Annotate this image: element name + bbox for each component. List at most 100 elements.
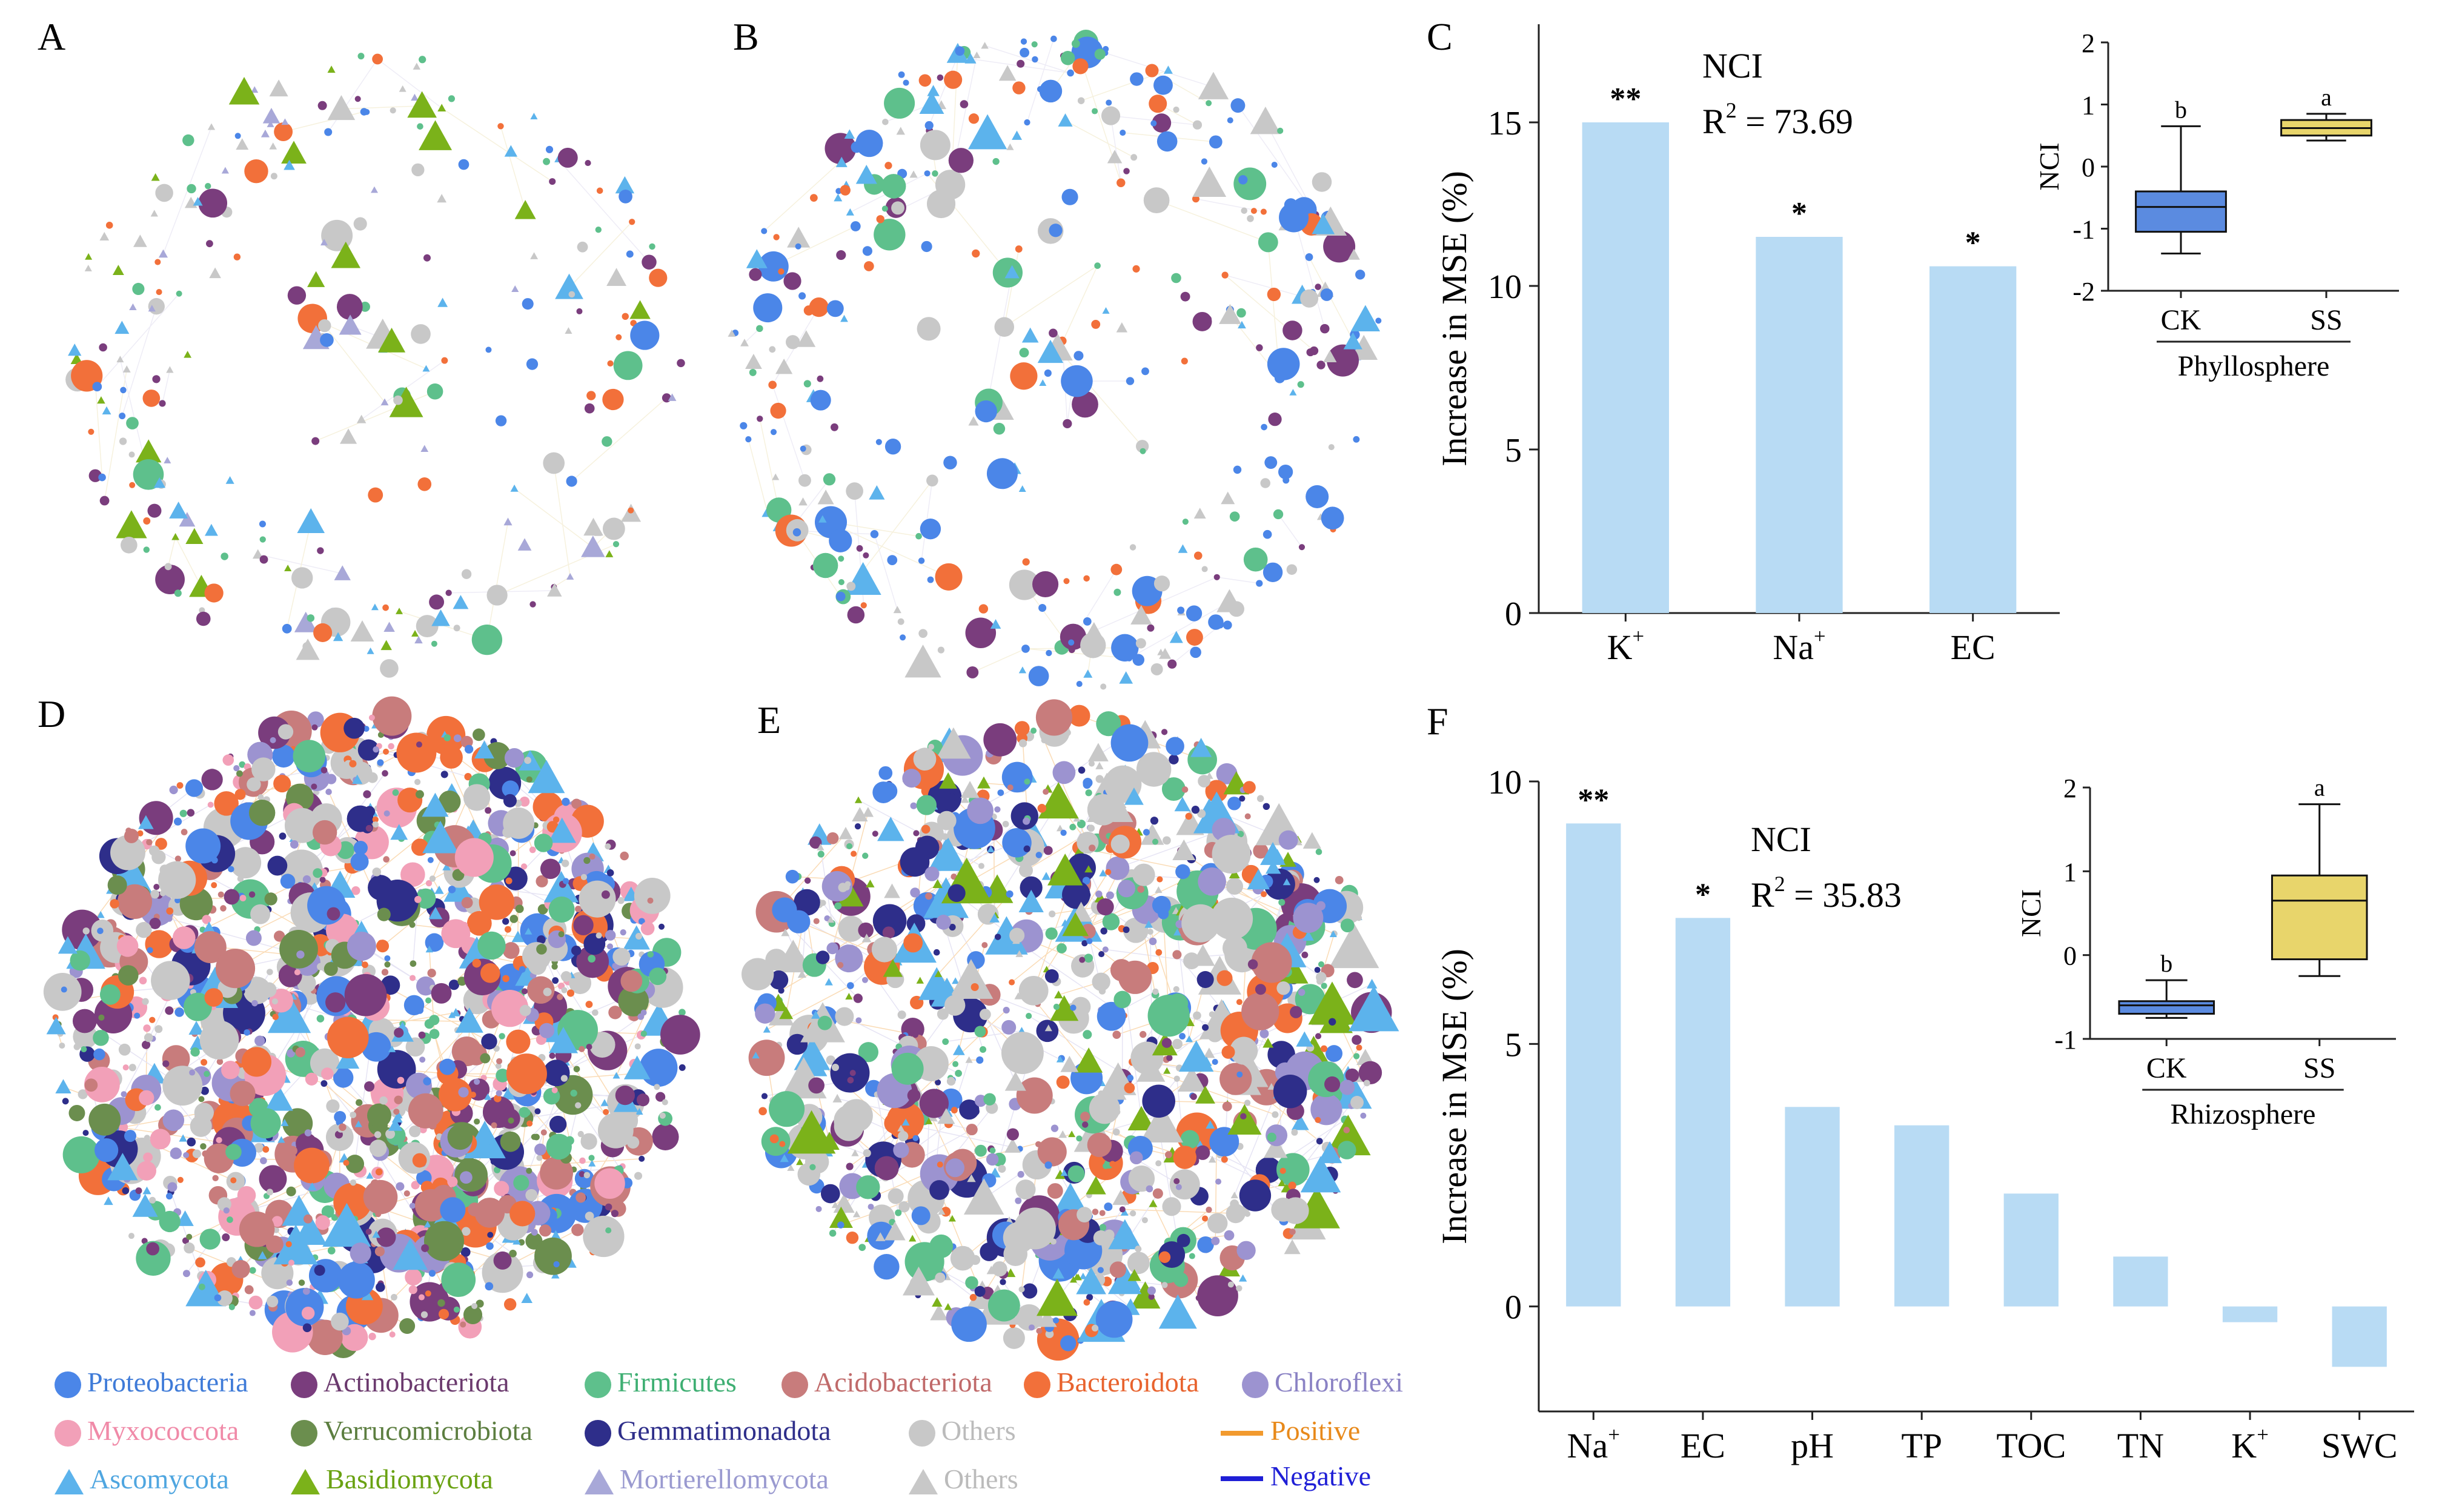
network-node-bacterial [480,963,500,983]
network-node-bacterial [910,887,920,898]
network-node-fungal [852,1210,861,1218]
network-node-fungal [838,826,853,840]
legend-label: Actinobacteriota [323,1367,509,1398]
network-node-bacterial [282,623,292,634]
network-node-bacterial [1092,108,1098,114]
network-node-bacterial [659,1112,666,1119]
network-node-fungal [422,820,459,854]
network-node-fungal [1062,912,1089,937]
panel-label-e: E [757,698,781,741]
network-node-fungal [1056,1055,1064,1063]
network-node-bacterial [142,390,161,407]
network-node-bacterial [1097,898,1114,916]
network-edge [121,306,158,416]
legend-circle-icon [781,1371,808,1399]
network-node-fungal [977,776,990,789]
inset-y-tick-label: 2 [2063,774,2077,803]
network-node-bacterial [372,696,412,736]
network-node-bacterial [271,998,278,1005]
network-node-bacterial [415,888,436,909]
network-node-bacterial [679,1009,686,1016]
network-node-bacterial [149,1016,156,1023]
network-node-bacterial [1037,1137,1067,1167]
network-node-fungal [965,1056,973,1063]
network-node-bacterial [284,807,320,843]
network-node-fungal [350,620,374,642]
network-node-fungal [85,253,93,260]
network-node-bacterial [1356,1044,1362,1051]
network-node-bacterial [579,1157,586,1164]
network-node-bacterial [562,797,570,806]
network-node-bacterial [601,890,610,899]
network-node-bacterial [755,1003,775,1024]
network-node-bacterial [1181,904,1220,943]
network-node-bacterial [605,1048,612,1055]
network-node-bacterial [916,795,937,815]
network-node-bacterial [251,757,276,781]
legend-positive: Positive [1221,1414,1360,1447]
network-node-fungal [1140,1103,1183,1142]
network-node-bacterial [1152,838,1159,845]
network-node-bacterial [204,988,224,1007]
network-node-bacterial [911,1206,931,1225]
network-edge [486,522,509,640]
network-node-fungal [835,156,848,167]
network-node-bacterial [979,1009,991,1020]
network-node-bacterial [327,1016,369,1059]
network-node-bacterial [1260,208,1267,215]
network-node-bacterial [1323,230,1356,263]
network-node-bacterial [1181,786,1189,793]
network-node-fungal [510,484,519,492]
network-node-bacterial [1356,915,1362,921]
network-node-fungal [635,1107,643,1115]
network-node-bacterial [742,958,774,990]
network-node-fungal [1127,1268,1141,1281]
network-node-fungal [1206,772,1213,779]
network-node-bacterial [237,1185,256,1205]
network-node-bacterial [453,1306,460,1313]
network-node-bacterial [1024,778,1030,785]
network-node-bacterial [372,53,383,65]
network-node-bacterial [936,915,951,930]
network-node-bacterial [513,1175,529,1191]
network-node-bacterial [1020,38,1027,45]
network-node-bacterial [216,1290,233,1307]
network-node-bacterial [820,1184,840,1204]
network-node-bacterial [164,563,172,571]
network-node-bacterial [1335,876,1344,884]
y-tick-label: 0 [1505,1289,1522,1327]
network-node-fungal [1039,379,1047,386]
network-node-fungal [484,1093,492,1100]
network-node-bacterial [128,1064,136,1072]
network-node-bacterial [875,439,882,445]
network-node-fungal [407,91,437,118]
network-node-bacterial [373,746,379,753]
network-node-bacterial [1015,245,1023,253]
network-node-fungal [431,609,450,626]
network-node-fungal [1140,823,1164,845]
network-node-bacterial [639,1155,645,1162]
network-node-bacterial [540,1156,573,1190]
network-node-bacterial [798,292,806,300]
network-node-bacterial [491,1122,497,1129]
network-node-fungal [846,208,854,216]
network-node-bacterial [1002,827,1032,858]
network-node-fungal [960,781,980,798]
network-node-bacterial [895,1209,902,1216]
network-node-bacterial [1273,509,1284,520]
network-node-bacterial [1109,1161,1116,1167]
network-node-bacterial [981,942,988,949]
network-node-bacterial [1193,551,1203,560]
network-node-bacterial [199,1283,205,1290]
network-node-bacterial [602,436,612,447]
network-node-fungal [1047,854,1083,886]
network-node-bacterial [1135,638,1146,649]
network-node-bacterial [1238,961,1245,967]
network-node-bacterial [810,390,831,411]
network-node-bacterial [326,1099,340,1113]
network-node-bacterial [1156,876,1163,883]
network-node-bacterial [397,1076,405,1084]
network-node-bacterial [119,413,126,420]
network-node-fungal [796,1158,804,1166]
